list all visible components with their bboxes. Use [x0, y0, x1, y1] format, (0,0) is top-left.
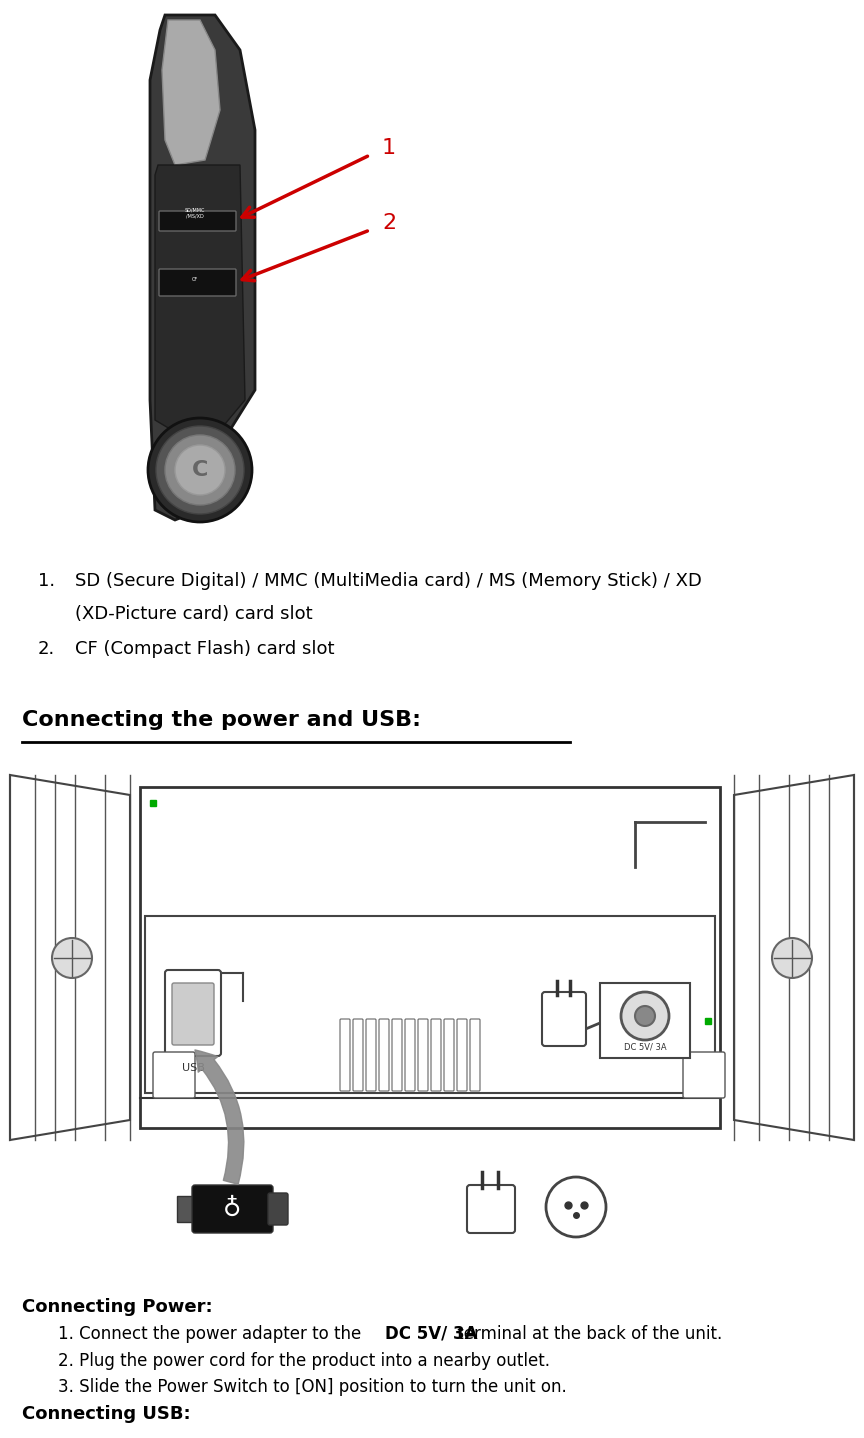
Circle shape [148, 418, 252, 522]
FancyBboxPatch shape [159, 211, 236, 232]
Circle shape [621, 992, 669, 1040]
Text: 1.: 1. [38, 572, 55, 590]
Text: Connecting Power:: Connecting Power: [22, 1299, 213, 1316]
Circle shape [156, 426, 244, 513]
FancyBboxPatch shape [165, 971, 221, 1055]
Text: 2. Plug the power cord for the product into a nearby outlet.: 2. Plug the power cord for the product i… [58, 1352, 550, 1370]
FancyBboxPatch shape [379, 1020, 389, 1091]
Polygon shape [162, 20, 220, 165]
Circle shape [165, 436, 235, 505]
FancyBboxPatch shape [418, 1020, 428, 1091]
FancyBboxPatch shape [140, 787, 720, 1127]
FancyBboxPatch shape [542, 992, 586, 1045]
Text: SD (Secure Digital) / MMC (MultiMedia card) / MS (Memory Stick) / XD: SD (Secure Digital) / MMC (MultiMedia ca… [75, 572, 702, 590]
Circle shape [52, 938, 92, 978]
Text: 2: 2 [382, 213, 396, 233]
Polygon shape [155, 165, 245, 431]
FancyBboxPatch shape [159, 269, 236, 296]
Text: 1: 1 [382, 138, 396, 158]
FancyBboxPatch shape [470, 1020, 480, 1091]
Text: DC 5V/ 3A: DC 5V/ 3A [624, 1043, 666, 1053]
FancyBboxPatch shape [457, 1020, 467, 1091]
FancyBboxPatch shape [600, 984, 690, 1058]
Text: 1. Connect the power adapter to the: 1. Connect the power adapter to the [58, 1324, 366, 1343]
FancyBboxPatch shape [172, 984, 214, 1045]
Text: C: C [192, 460, 208, 480]
FancyBboxPatch shape [683, 1053, 725, 1099]
Text: 2.: 2. [38, 640, 55, 659]
Text: CF: CF [192, 278, 198, 282]
Text: terminal at the back of the unit.: terminal at the back of the unit. [452, 1324, 722, 1343]
Text: DC 5V/ 3A: DC 5V/ 3A [385, 1324, 478, 1343]
Text: Connecting the power and USB:: Connecting the power and USB: [22, 710, 421, 731]
FancyBboxPatch shape [366, 1020, 376, 1091]
Text: ♁: ♁ [223, 1196, 241, 1221]
FancyBboxPatch shape [431, 1020, 441, 1091]
FancyBboxPatch shape [177, 1196, 195, 1222]
Circle shape [772, 938, 812, 978]
Text: 3. Slide the Power Switch to [ON] position to turn the unit on.: 3. Slide the Power Switch to [ON] positi… [58, 1378, 567, 1396]
FancyBboxPatch shape [467, 1185, 515, 1232]
FancyBboxPatch shape [353, 1020, 363, 1091]
FancyBboxPatch shape [145, 916, 715, 1093]
Text: Connecting USB:: Connecting USB: [22, 1405, 191, 1424]
FancyBboxPatch shape [405, 1020, 415, 1091]
FancyBboxPatch shape [192, 1185, 273, 1232]
FancyBboxPatch shape [392, 1020, 402, 1091]
Text: CF (Compact Flash) card slot: CF (Compact Flash) card slot [75, 640, 334, 659]
Circle shape [175, 444, 225, 495]
FancyBboxPatch shape [153, 1053, 195, 1099]
FancyBboxPatch shape [340, 1020, 350, 1091]
Circle shape [546, 1176, 606, 1237]
Text: SD/MMC
/MS/XD: SD/MMC /MS/XD [185, 207, 205, 219]
Text: (XD-Picture card) card slot: (XD-Picture card) card slot [75, 605, 313, 623]
Polygon shape [150, 14, 255, 521]
FancyArrowPatch shape [195, 1050, 244, 1185]
Text: USB: USB [181, 1063, 205, 1073]
Circle shape [635, 1007, 655, 1025]
FancyBboxPatch shape [444, 1020, 454, 1091]
FancyBboxPatch shape [268, 1194, 288, 1225]
